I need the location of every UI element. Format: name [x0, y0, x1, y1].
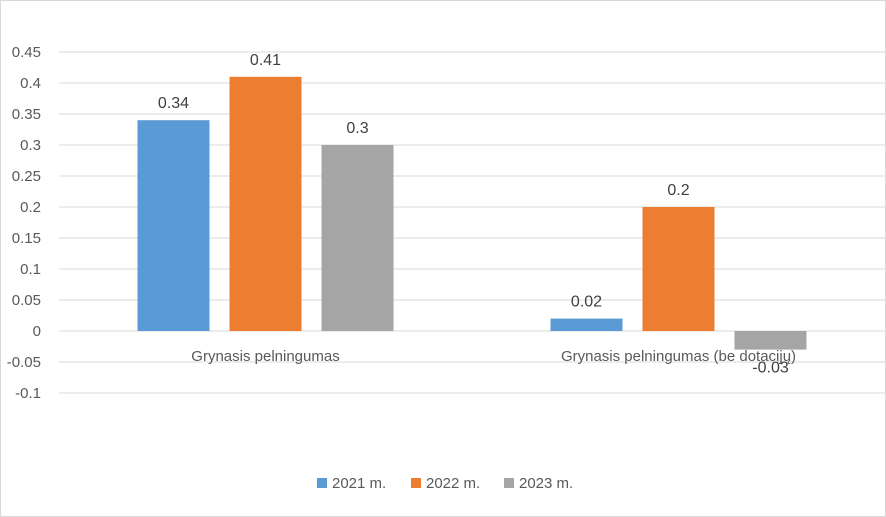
legend-swatch — [411, 478, 421, 488]
data-label: 0.34 — [158, 95, 189, 112]
y-tick-label: 0.05 — [12, 292, 41, 309]
y-tick-label: 0.35 — [12, 106, 41, 123]
data-label: 0.2 — [667, 182, 689, 199]
category-label: Grynasis pelningumas — [191, 348, 339, 365]
y-tick-label: 0.4 — [20, 75, 41, 92]
legend-swatch — [317, 478, 327, 488]
data-label: 0.41 — [250, 52, 281, 69]
category-label: Grynasis pelningumas (be dotacijų) — [561, 348, 796, 365]
category-labels: Grynasis pelningumas Grynasis pelningumas… — [191, 348, 796, 365]
bar — [734, 331, 807, 350]
y-tick-label: -0.05 — [7, 354, 41, 371]
bar — [137, 120, 210, 331]
y-tick-label: 0.15 — [12, 230, 41, 247]
y-tick-label: 0.45 — [12, 44, 41, 61]
data-label: 0.02 — [571, 294, 602, 311]
data-label: -0.03 — [752, 360, 789, 377]
bar — [550, 318, 623, 331]
legend-label: 2021 m. — [332, 475, 386, 492]
bar — [642, 207, 715, 331]
y-tick-label: 0.3 — [20, 137, 41, 154]
y-tick-label: -0.1 — [15, 385, 41, 402]
bar — [321, 145, 394, 331]
data-label: 0.3 — [346, 120, 368, 137]
legend-label: 2023 m. — [519, 475, 573, 492]
bars — [137, 76, 807, 350]
y-axis-tick-labels: 0.45 0.4 0.35 0.3 0.25 0.2 0.15 0.1 0.05 0 -0.05 -0… — [7, 44, 41, 402]
y-tick-label: 0 — [33, 323, 41, 340]
bar — [229, 76, 302, 331]
y-tick-label: 0.2 — [20, 199, 41, 216]
data-labels: 0.34 0.41 0.3 0.02 0.2 -0.03 — [158, 52, 789, 377]
y-tick-label: 0.25 — [12, 168, 41, 185]
legend: 2021 m. 2022 m. 2023 m. — [317, 475, 573, 492]
legend-label: 2022 m. — [426, 475, 480, 492]
y-tick-label: 0.1 — [20, 261, 41, 278]
legend-swatch — [504, 478, 514, 488]
